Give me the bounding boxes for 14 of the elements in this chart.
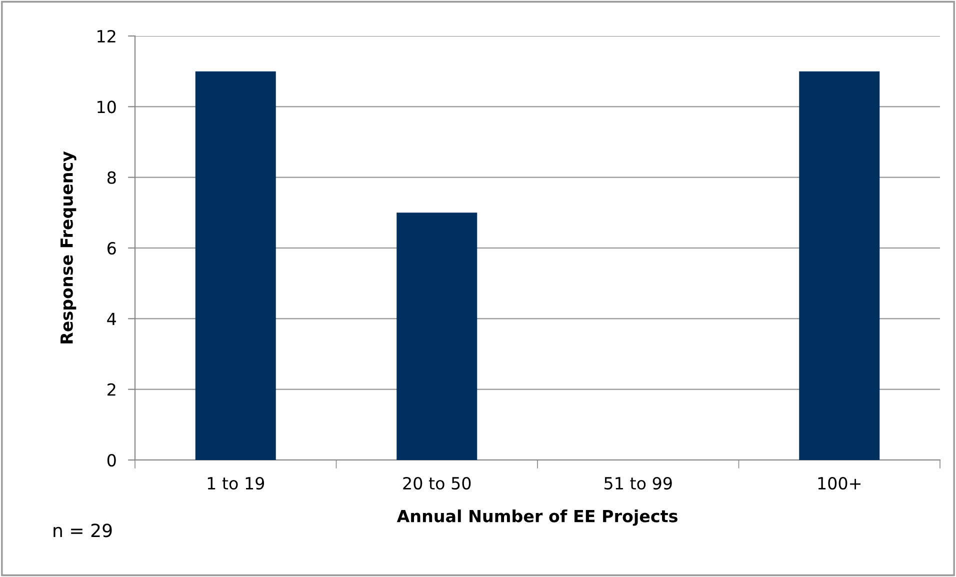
x-axis-title: Annual Number of EE Projects [396, 509, 678, 526]
text: n = 29 [54, 524, 112, 538]
y-tick-label: 12 [98, 30, 116, 42]
y-tick-label: 2 [108, 383, 116, 396]
x-tick-label: 1 to 19 [208, 476, 264, 490]
x-tick-label: 20 to 50 [403, 476, 471, 490]
y-tick-label: 8 [107, 171, 116, 184]
y-tick-label: 0 [107, 454, 116, 467]
y-tick-label: 4 [107, 312, 116, 325]
y-axis-title: Response Frequency [60, 151, 76, 344]
x-tick-label: 100+ [818, 476, 860, 490]
y-tick-label: 10 [98, 100, 116, 114]
x-tick-label: 51 to 99 [604, 476, 672, 490]
y-tick-label: 6 [108, 242, 116, 255]
